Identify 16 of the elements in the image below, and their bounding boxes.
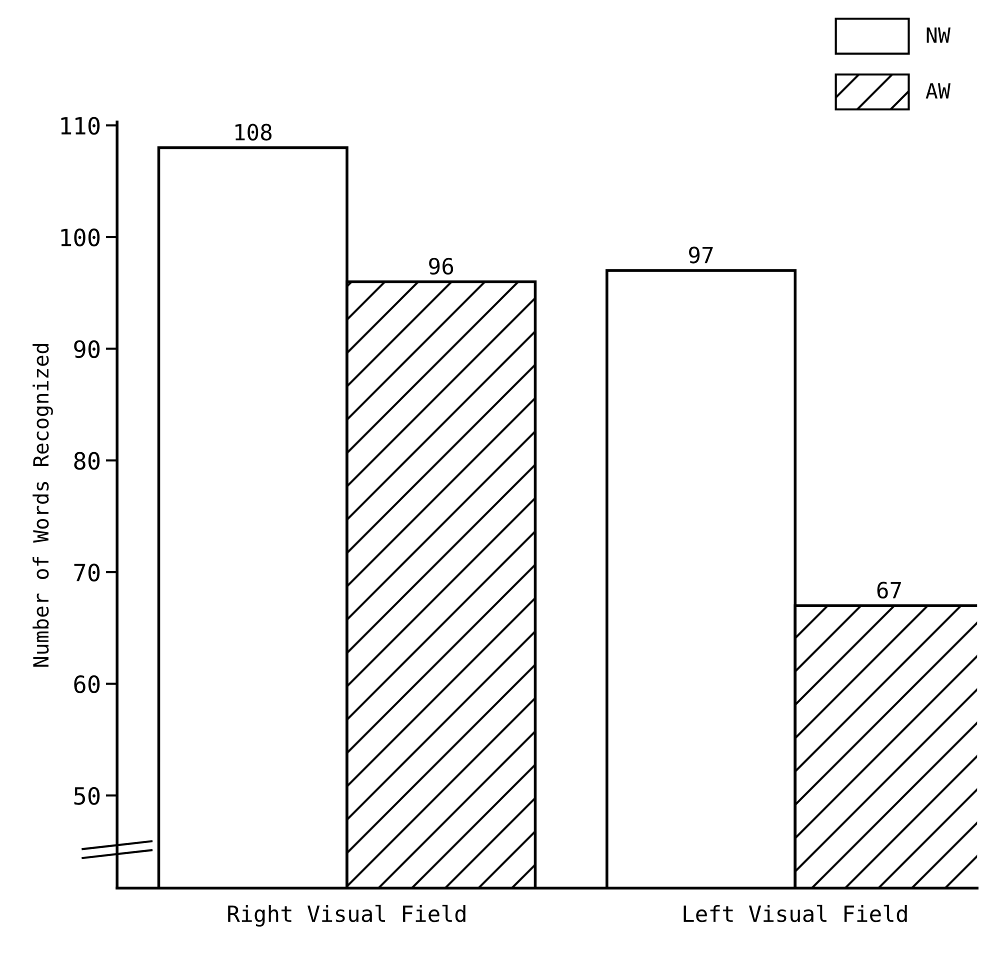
legend-label: AW [926,83,950,98]
y-tick-label: 90 [74,340,100,358]
data-label: 67 [877,582,901,599]
legend-label: NW [926,28,950,43]
y-tick-label: 60 [74,675,100,694]
y-tick-label: 70 [74,564,100,582]
y-tick-label: 50 [74,786,100,805]
y-tick-label: 80 [74,452,100,470]
data-label: 108 [235,124,272,141]
y-tick-label: 110 [61,116,100,135]
y-tick-label: 100 [61,228,100,246]
data-label: 96 [429,258,454,275]
x-tick-label: Right Visual Field [228,904,466,927]
y-axis-title: Number of Words Recognized [32,344,53,667]
x-tick-label: Left Visual Field [684,904,907,922]
data-label: 97 [689,246,713,264]
